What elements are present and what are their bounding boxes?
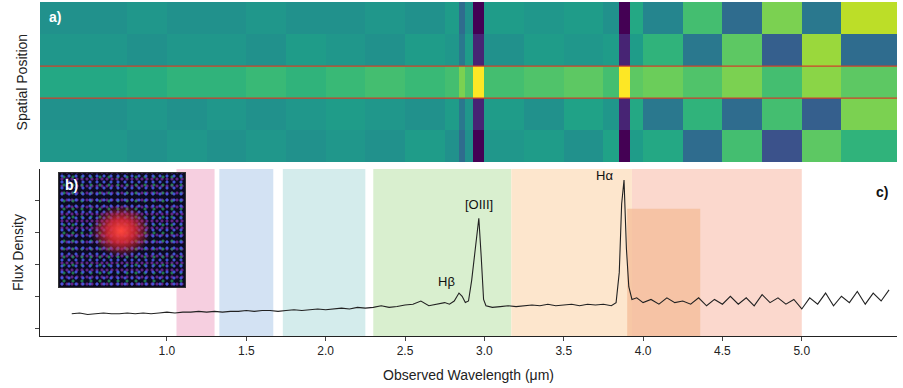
- svg-text:Observed Wavelength (μm): Observed Wavelength (μm): [383, 367, 554, 383]
- svg-text:1.5: 1.5: [238, 344, 255, 358]
- svg-text:Hβ: Hβ: [438, 274, 455, 289]
- svg-text:a): a): [49, 9, 61, 25]
- svg-text:Flux Density: Flux Density: [10, 214, 26, 291]
- svg-text:2.5: 2.5: [397, 344, 414, 358]
- svg-text:3.0: 3.0: [476, 344, 493, 358]
- svg-text:Spatial Position: Spatial Position: [14, 34, 30, 131]
- svg-text:Hα: Hα: [596, 168, 613, 183]
- svg-text:[OIII]: [OIII]: [465, 197, 493, 212]
- svg-text:2.0: 2.0: [317, 344, 334, 358]
- html-text:b): b): [65, 177, 79, 193]
- svg-text:3.5: 3.5: [555, 344, 572, 358]
- svg-text:4.0: 4.0: [635, 344, 652, 358]
- svg-text:1.0: 1.0: [159, 344, 176, 358]
- svg-text:4.5: 4.5: [714, 344, 731, 358]
- svg-text:5.0: 5.0: [793, 344, 810, 358]
- svg-text:c): c): [876, 184, 888, 200]
